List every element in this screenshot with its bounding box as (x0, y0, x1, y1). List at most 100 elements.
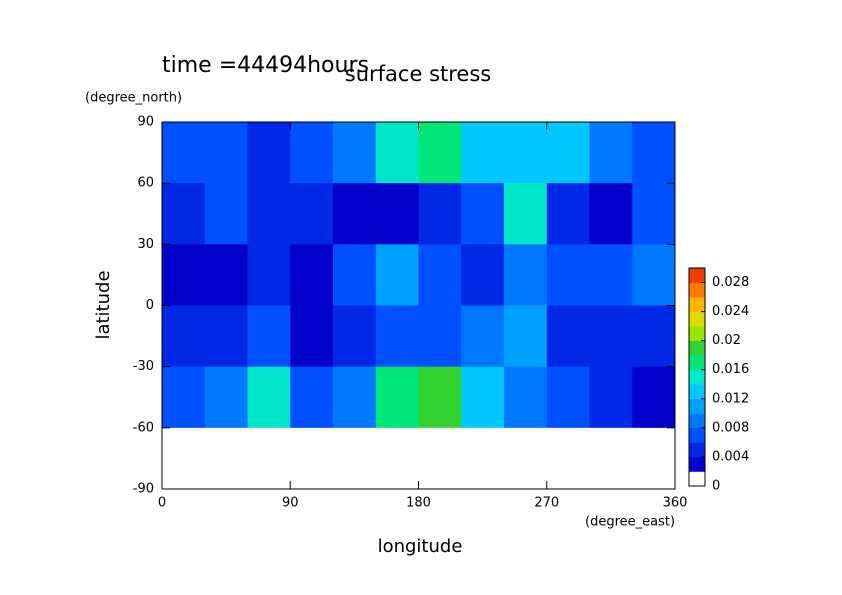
colorbar-swatch (689, 398, 705, 414)
contour-cell (204, 366, 248, 429)
colorbar-tick-label: 0.02 (712, 333, 741, 348)
contour-cell (204, 305, 248, 368)
contour-cell (375, 122, 419, 184)
contour-cell (632, 366, 676, 429)
contour-cell (504, 244, 548, 306)
contour-cell (290, 305, 334, 368)
contour-cell (290, 366, 334, 429)
x-tick-label: 180 (406, 496, 431, 511)
contour-cell (333, 244, 377, 306)
contour-cell (504, 366, 548, 429)
contour-cell (247, 305, 291, 368)
contour-cell (418, 366, 462, 429)
colorbar-swatch (689, 297, 705, 312)
contour-cell (632, 427, 676, 490)
colorbar-swatch (689, 326, 705, 341)
contour-cell (333, 305, 377, 368)
x-axis-label: longitude (378, 536, 463, 557)
colorbar-tick-label: 0.028 (712, 275, 749, 290)
x-unit: (degree_east) (585, 515, 675, 530)
contour-cell (375, 366, 419, 429)
contour-cell (333, 427, 377, 490)
contour-cell (504, 122, 548, 184)
contour-cell (546, 366, 590, 429)
colorbar-tick-label: 0 (712, 479, 720, 494)
contour-cell (504, 183, 548, 245)
contour-cell (461, 305, 505, 368)
contour-cell (333, 366, 377, 429)
colorbar-swatch (689, 413, 705, 429)
colorbar-swatch (689, 268, 705, 283)
contour-cell (247, 366, 291, 429)
colorbar-swatch (689, 311, 705, 327)
contour-cell (504, 305, 548, 368)
contour-cell (461, 366, 505, 429)
contour-cell (375, 183, 419, 245)
contour-cell (461, 183, 505, 245)
contour-cell (204, 183, 248, 245)
contour-cell (461, 244, 505, 306)
contour-cell (290, 427, 334, 490)
contour-cell (247, 244, 291, 306)
contour-cell (589, 122, 633, 184)
colorbar-tick-label: 0.024 (712, 304, 749, 319)
contour-cell (162, 366, 206, 429)
contour-cell (418, 305, 462, 368)
contour-cell (162, 244, 206, 306)
contour-cell (247, 122, 291, 184)
contour-cell (247, 183, 291, 245)
contour-cell (546, 427, 590, 490)
colorbar-tick-label: 0.012 (712, 391, 749, 406)
contour-cell (461, 427, 505, 490)
chart-title: surface stress (345, 62, 491, 86)
contour-cell (546, 122, 590, 184)
contour-cell (461, 122, 505, 184)
colorbar-swatch (689, 369, 705, 385)
contour-cell (162, 305, 206, 368)
contour-cell (204, 244, 248, 306)
contour-cell (290, 122, 334, 184)
contour-cell (204, 122, 248, 184)
colorbar-tick-label: 0.008 (712, 420, 749, 435)
contour-cell (333, 183, 377, 245)
contour-cell (162, 183, 206, 245)
contour-cell (589, 244, 633, 306)
colorbar-swatch (689, 471, 705, 487)
y-tick-label: -60 (133, 420, 154, 435)
contour-cell (589, 427, 633, 490)
y-axis-label: latitude (93, 270, 114, 339)
y-tick-label: 90 (137, 115, 154, 130)
contour-cell (546, 305, 590, 368)
x-tick-label: 90 (282, 496, 299, 511)
contour-cell (418, 183, 462, 245)
y-tick-label: -30 (133, 359, 154, 374)
x-tick-label: 0 (158, 496, 166, 511)
contour-cell (162, 427, 206, 490)
y-tick-label: -90 (133, 482, 154, 497)
subtitle: time =44494hours (162, 53, 369, 78)
contour-cell (632, 183, 676, 245)
contour-cell (418, 427, 462, 490)
y-tick-label: 30 (137, 237, 154, 252)
contour-cell (546, 244, 590, 306)
colorbar-swatch (689, 282, 705, 298)
contour-cell (418, 244, 462, 306)
contour-cell (290, 183, 334, 245)
contour-cell (247, 427, 291, 490)
colorbar-swatch (689, 355, 705, 371)
colorbar-swatch (689, 427, 705, 443)
contour-cell (632, 305, 676, 368)
contour-cell (589, 183, 633, 245)
contour-cell (589, 366, 633, 429)
contour-cell (204, 427, 248, 490)
colorbar-swatch (689, 340, 705, 356)
contour-cell (632, 122, 676, 184)
contour-cell (546, 183, 590, 245)
contour-cell (632, 244, 676, 306)
y-tick-label: 0 (146, 298, 154, 313)
contour-cell (418, 122, 462, 184)
x-tick-label: 360 (663, 496, 688, 511)
contour-cell (333, 122, 377, 184)
colorbar-frame (688, 267, 706, 487)
